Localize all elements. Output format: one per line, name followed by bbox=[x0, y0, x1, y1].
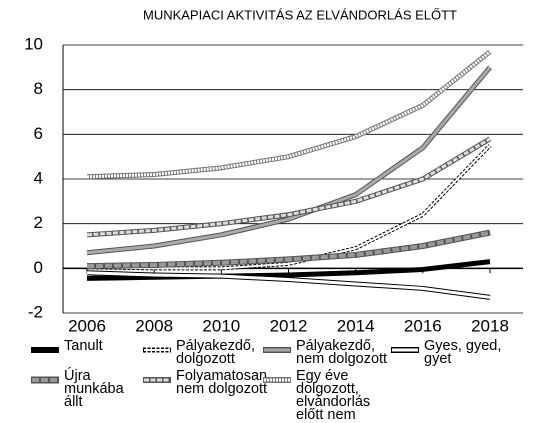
x-tick-label: 2012 bbox=[270, 316, 308, 335]
legend-label: Tanult bbox=[64, 338, 103, 354]
y-tick-label: 10 bbox=[24, 34, 43, 53]
x-tick-label: 2014 bbox=[337, 316, 375, 335]
chart-title: MUNKAPIACI AKTIVITÁS AZ ELVÁNDORLÁS ELŐT… bbox=[143, 7, 457, 22]
legend-label: Újra munkába állt bbox=[64, 368, 124, 410]
legend-swatch bbox=[143, 347, 171, 353]
series-line-inner bbox=[86, 271, 491, 299]
legend-item: Pályakezdő, dolgozott bbox=[142, 338, 262, 367]
legend-label: Pályakezdő, dolgozott bbox=[176, 338, 255, 367]
legend-item: Újra munkába állt bbox=[30, 368, 142, 422]
y-tick-label: 2 bbox=[34, 213, 43, 232]
series-line-inner bbox=[86, 137, 491, 237]
x-tick-label: 2016 bbox=[404, 316, 442, 335]
legend-swatch bbox=[391, 347, 419, 353]
legend-label: Pályakezdő, nem dolgozott bbox=[296, 338, 388, 367]
legend-swatch bbox=[31, 376, 59, 384]
y-tick-label: 0 bbox=[34, 258, 43, 277]
series-line-inner bbox=[86, 230, 491, 269]
legend-swatch bbox=[143, 377, 171, 383]
legend-item: Egy éve dolgozott, elvándorlás előtt nem bbox=[262, 368, 390, 423]
y-tick-label: -2 bbox=[28, 302, 43, 321]
series-line bbox=[86, 65, 492, 256]
y-tick-label: 4 bbox=[34, 168, 43, 187]
legend-item: Pályakezdő, nem dolgozott bbox=[262, 338, 390, 367]
series-line-inner bbox=[86, 50, 491, 179]
chart: MUNKAPIACI AKTIVITÁS AZ ELVÁNDORLÁS ELŐT… bbox=[24, 7, 523, 335]
x-tick-label: 2018 bbox=[471, 316, 509, 335]
legend-label: Gyes, gyed, gyet bbox=[424, 338, 502, 367]
legend: Tanult Pályakezdő, dolgozott Pályakezdő, n… bbox=[30, 338, 550, 423]
x-tick-label: 2010 bbox=[202, 316, 240, 335]
y-tick-label: 8 bbox=[34, 79, 43, 98]
legend-swatch bbox=[31, 347, 59, 353]
legend-item: Gyes, gyed, gyet bbox=[390, 338, 530, 367]
series-line-inner bbox=[86, 144, 491, 270]
legend-item: Tanult bbox=[30, 338, 142, 366]
y-tick-label: 6 bbox=[34, 124, 43, 143]
legend-swatch bbox=[263, 347, 291, 353]
legend-label: Folyamatosan nem dolgozott bbox=[176, 368, 268, 397]
x-tick-label: 2006 bbox=[68, 316, 106, 335]
series-line-inner bbox=[86, 66, 492, 255]
legend-label: Egy éve dolgozott, elvándorlás előtt nem bbox=[296, 368, 371, 423]
legend-swatch bbox=[263, 377, 291, 383]
x-tick-label: 2008 bbox=[135, 316, 173, 335]
legend-item: Folyamatosan nem dolgozott bbox=[142, 369, 267, 422]
